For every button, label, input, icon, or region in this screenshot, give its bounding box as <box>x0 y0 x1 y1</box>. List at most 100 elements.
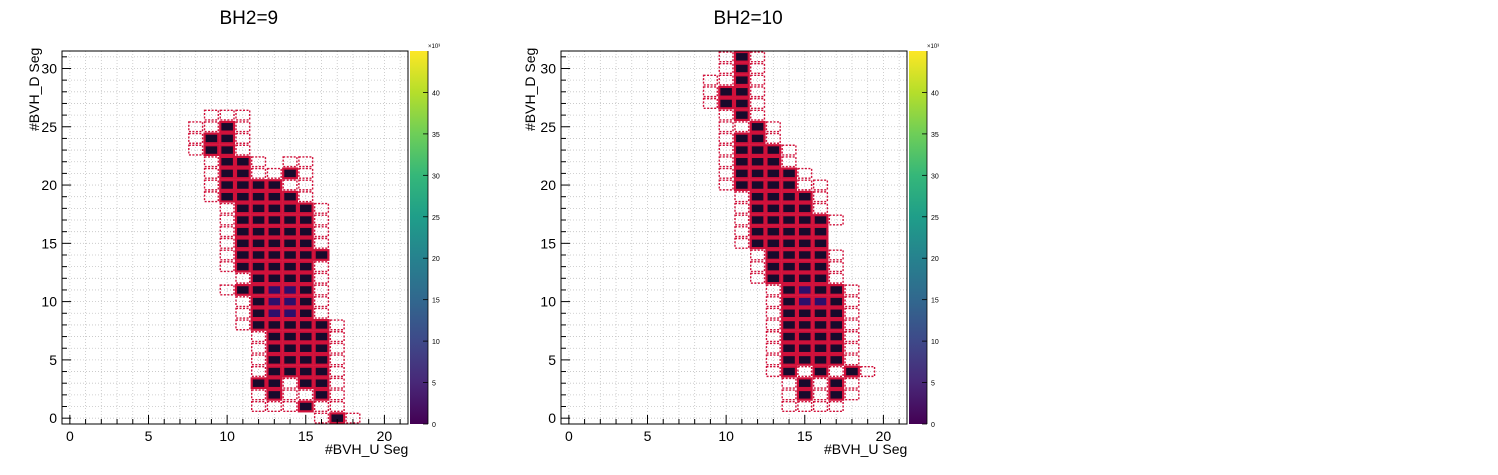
heatmap-cell <box>796 225 813 238</box>
dashed-cell <box>844 307 860 319</box>
heatmap-cell <box>828 295 845 308</box>
color-bar-tick-label: 15 <box>931 298 939 305</box>
dashed-cell <box>251 354 267 366</box>
heatmap-cell <box>297 377 314 390</box>
heatmap-cell <box>282 342 299 355</box>
dashed-cell <box>329 400 345 413</box>
dashed-cell <box>750 51 766 63</box>
heatmap-cell <box>250 214 267 226</box>
heatmap-cell <box>781 284 798 296</box>
heatmap-cell <box>282 214 299 226</box>
heatmap-cell <box>282 249 299 261</box>
heatmap-cell <box>234 155 251 168</box>
dashed-cell <box>219 109 235 121</box>
heatmap-cell <box>718 97 735 110</box>
heatmap-cell <box>765 237 782 250</box>
dashed-cell <box>313 296 330 308</box>
heatmap-cell <box>250 318 267 331</box>
dashed-cell <box>844 377 860 389</box>
heatmap-cell <box>796 202 813 215</box>
heatmap-cell <box>250 179 267 191</box>
dashed-cell <box>188 121 204 133</box>
heatmap-cell <box>266 214 283 226</box>
x-tick-label: 0 <box>565 428 573 444</box>
heatmap-cell <box>250 377 267 390</box>
heatmap-cell <box>796 318 813 331</box>
dashed-cell <box>812 191 829 203</box>
heatmap-cell <box>733 50 750 63</box>
heatmap-cell <box>733 97 750 110</box>
dashed-cell <box>828 261 844 273</box>
dashed-cell <box>219 202 235 214</box>
heatmap-cell <box>828 318 845 331</box>
dashed-cell <box>844 342 860 354</box>
dashed-cell <box>266 400 282 413</box>
dashed-cell <box>266 167 282 179</box>
heatmap-cell <box>733 62 750 75</box>
heatmap-cell <box>250 202 267 215</box>
heatmap-cell <box>796 249 813 261</box>
heatmap-cell <box>765 249 782 261</box>
dashed-cell <box>313 214 330 226</box>
heatmap-cell <box>796 377 813 390</box>
heatmap-cell <box>765 260 782 273</box>
dashed-cell <box>329 319 345 331</box>
heatmap-cell <box>781 179 798 191</box>
dashed-cell <box>188 144 204 156</box>
dashed-cell <box>718 74 734 86</box>
heatmap-cell <box>282 202 299 215</box>
heatmap-cell <box>812 272 829 285</box>
heatmap-cell <box>781 249 798 261</box>
dashed-cell <box>282 156 298 168</box>
heatmap-cell <box>749 167 766 180</box>
heatmap-cell <box>297 260 314 273</box>
dashed-cell <box>235 109 251 121</box>
dashed-cell <box>765 284 781 296</box>
heatmap-cell <box>781 190 798 203</box>
heatmap-cell <box>781 214 798 226</box>
color-bar <box>909 51 927 424</box>
heatmap-cell <box>266 295 283 308</box>
y-tick-label: 5 <box>548 352 556 368</box>
dashed-cell <box>235 319 251 331</box>
heatmap-cell <box>282 318 299 331</box>
dashed-cell <box>282 377 298 389</box>
x-tick-label: 0 <box>66 428 74 444</box>
dashed-cell <box>282 179 298 191</box>
heatmap-cell <box>297 202 314 215</box>
dashed-cell <box>781 377 797 389</box>
heatmap-cell <box>843 365 860 378</box>
dashed-cell <box>219 261 235 273</box>
heatmap-cell <box>781 167 798 180</box>
y-axis-label: #BVH_D Seg <box>522 47 538 131</box>
dashed-cell <box>718 179 734 191</box>
dashed-cell <box>844 354 860 366</box>
heatmap-cell <box>266 365 283 378</box>
heatmap-cell <box>749 225 766 238</box>
x-tick-label: 20 <box>377 428 393 444</box>
heatmap-cell <box>297 400 314 413</box>
x-tick-label: 20 <box>876 428 892 444</box>
color-bar-tick-label: 20 <box>432 256 440 263</box>
heatmap-cell <box>796 342 813 355</box>
heatmap-cell <box>266 190 283 203</box>
color-bar <box>410 51 428 424</box>
heatmap-cell <box>812 214 829 226</box>
x-tick-label: 10 <box>219 428 235 444</box>
heatmap-cell <box>733 155 750 168</box>
y-tick-label: 20 <box>41 177 57 193</box>
heatmap-cell <box>250 284 267 296</box>
heatmap-cell <box>297 307 314 320</box>
dashed-cell <box>765 354 781 366</box>
heatmap-cell <box>266 284 283 296</box>
heatmap-cell <box>828 284 845 296</box>
heatmap-cell <box>796 260 813 273</box>
x-axis-label: #BVH_U Seg <box>325 441 409 457</box>
heatmap-cell <box>781 260 798 273</box>
heatmap-cell <box>733 109 750 122</box>
dashed-cell <box>298 179 314 191</box>
heatmap-cell <box>266 249 283 261</box>
heatmap-cell <box>297 318 314 331</box>
dashed-cell <box>765 296 781 308</box>
dashed-cell <box>203 179 219 191</box>
